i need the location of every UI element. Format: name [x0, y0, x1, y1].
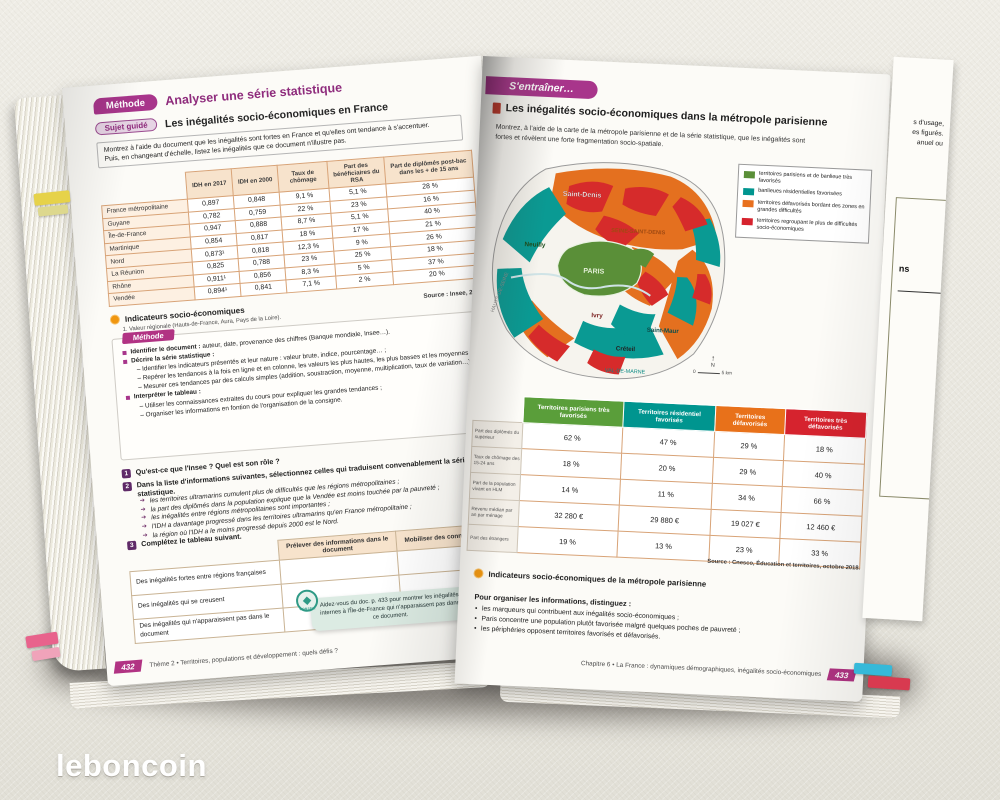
- metro-statistics-table: Territoires parisiens très favorisés Ter…: [467, 394, 868, 569]
- legend-swatch-green: [743, 170, 756, 179]
- document-dot-icon: [473, 568, 484, 579]
- legend-item: territoires parisiens et de banlieue trè…: [743, 170, 865, 189]
- sujet-guide-pill: Sujet guidé: [94, 117, 158, 136]
- cell: 40 %: [781, 460, 865, 491]
- map-label-creteil: Créteil: [616, 345, 636, 353]
- legend-item: territoires défavorisés bordant des zone…: [742, 199, 865, 218]
- row-label: Part de la population vivant en HLM: [469, 472, 521, 501]
- map-label-saint-denis: Saint-Denis: [563, 191, 602, 200]
- map-label-saint-maur: Saint-Maur: [647, 327, 680, 335]
- col-header: IDH en 2000: [231, 165, 280, 196]
- exercise-number-marker: [492, 101, 501, 114]
- document-dot-icon: [109, 314, 121, 325]
- col-header: Taux de chômage: [277, 161, 329, 193]
- page-title: Analyser une série statistique: [164, 80, 343, 109]
- row-label: Revenu médian par an par ménage: [468, 498, 520, 527]
- cell: 19 027 €: [709, 509, 781, 539]
- col-header-red: Territoires très défavorisés: [784, 408, 867, 439]
- metro-caption: Indicateurs socio-économiques de la métr…: [473, 568, 853, 595]
- sentrainer-tab: S'entraîner…: [485, 76, 598, 100]
- map-label-neuilly: Neuilly: [524, 241, 546, 249]
- legend-swatch-orange: [742, 200, 754, 208]
- header-blank: [473, 394, 524, 422]
- legend-item: banlieues résidentielles favorisées: [742, 187, 865, 201]
- cell: 34 %: [711, 483, 782, 513]
- right-page: S'entraîner… Les inégalités socio-économ…: [454, 56, 891, 702]
- map-label-ivry: Ivry: [591, 312, 603, 320]
- legend-item: territoires regroupant le plus de diffic…: [741, 217, 863, 236]
- map-label-paris: PARIS: [583, 268, 605, 276]
- method-box: Méthode Identifier le document : auteur,…: [111, 310, 494, 461]
- question-number: 2: [122, 481, 133, 492]
- page-number-badge: 432: [113, 659, 143, 674]
- col-header-orange: Territoires défavorisés: [714, 405, 786, 435]
- organize-block: Pour organiser les informations, disting…: [473, 592, 850, 651]
- legend-swatch-red: [741, 217, 753, 226]
- footer-theme: Thème 2 • Territoires, populations et dé…: [149, 646, 339, 669]
- page-number-badge: 433: [826, 668, 857, 682]
- right-footer: Chapitre 6 • La France : dynamiques démo…: [455, 651, 857, 682]
- cell: 29 %: [713, 431, 785, 461]
- map-legend: territoires parisiens et de banlieue trè…: [735, 163, 873, 244]
- question-number: 3: [126, 540, 137, 551]
- col-header: IDH en 2017: [185, 168, 234, 200]
- left-page: Méthode Analyser une série statistique S…: [62, 55, 527, 687]
- legend-swatch-teal: [742, 188, 755, 196]
- cell: 0,841: [240, 280, 287, 297]
- edge-text-fragments: s d'usage, es figurés. anuel ou: [911, 118, 945, 149]
- cell: 29 %: [712, 457, 784, 487]
- edge-box-fragment: ns: [879, 197, 954, 502]
- cell: 0,894¹: [194, 283, 241, 300]
- paris-map: Saint-Denis SEINE-SAINT-DENIS Neuilly PA…: [490, 162, 726, 380]
- row-label: Part des diplômés du supérieur: [471, 420, 523, 449]
- map-label-seine-saint-denis: SEINE-SAINT-DENIS: [611, 228, 666, 236]
- footer-chapter: Chapitre 6 • La France : dynamiques démo…: [580, 659, 822, 678]
- leboncoin-watermark: leboncoin: [56, 748, 207, 783]
- question-number: 1: [121, 468, 132, 479]
- cell: 12 460 €: [779, 512, 863, 543]
- caption-text: Indicateurs socio-économiques de la métr…: [488, 569, 707, 589]
- cell: 18 %: [783, 434, 866, 465]
- map-label-val-de-marne: VAL-DE-MARNE: [605, 368, 646, 376]
- cell: 66 %: [780, 486, 864, 517]
- conseil-stamp-icon: CONSEIL: [295, 588, 319, 613]
- methode-tab: Méthode: [92, 93, 158, 115]
- cell: 7,1 %: [285, 276, 337, 293]
- paris-map-block: Saint-Denis SEINE-SAINT-DENIS Neuilly PA…: [476, 148, 879, 408]
- row-label: Taux de chômage des 15-24 ans: [470, 446, 522, 475]
- north-label: N: [710, 362, 715, 369]
- statistics-table: IDH en 2017 IDH en 2000 Taux de chômage …: [99, 150, 482, 307]
- advice-text: Aidez-vous du doc. p. 433 pour montrer l…: [319, 592, 460, 621]
